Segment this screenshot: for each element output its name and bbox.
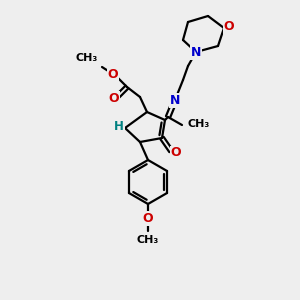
Text: N: N	[191, 46, 201, 59]
Text: CH₃: CH₃	[137, 235, 159, 245]
Text: CH₃: CH₃	[187, 119, 209, 129]
Text: O: O	[224, 20, 234, 34]
Text: CH₃: CH₃	[76, 53, 98, 63]
Text: O: O	[109, 92, 119, 104]
Text: O: O	[108, 68, 118, 80]
Text: O: O	[171, 146, 181, 160]
Text: H: H	[114, 121, 124, 134]
Text: N: N	[170, 94, 180, 106]
Text: O: O	[143, 212, 153, 224]
